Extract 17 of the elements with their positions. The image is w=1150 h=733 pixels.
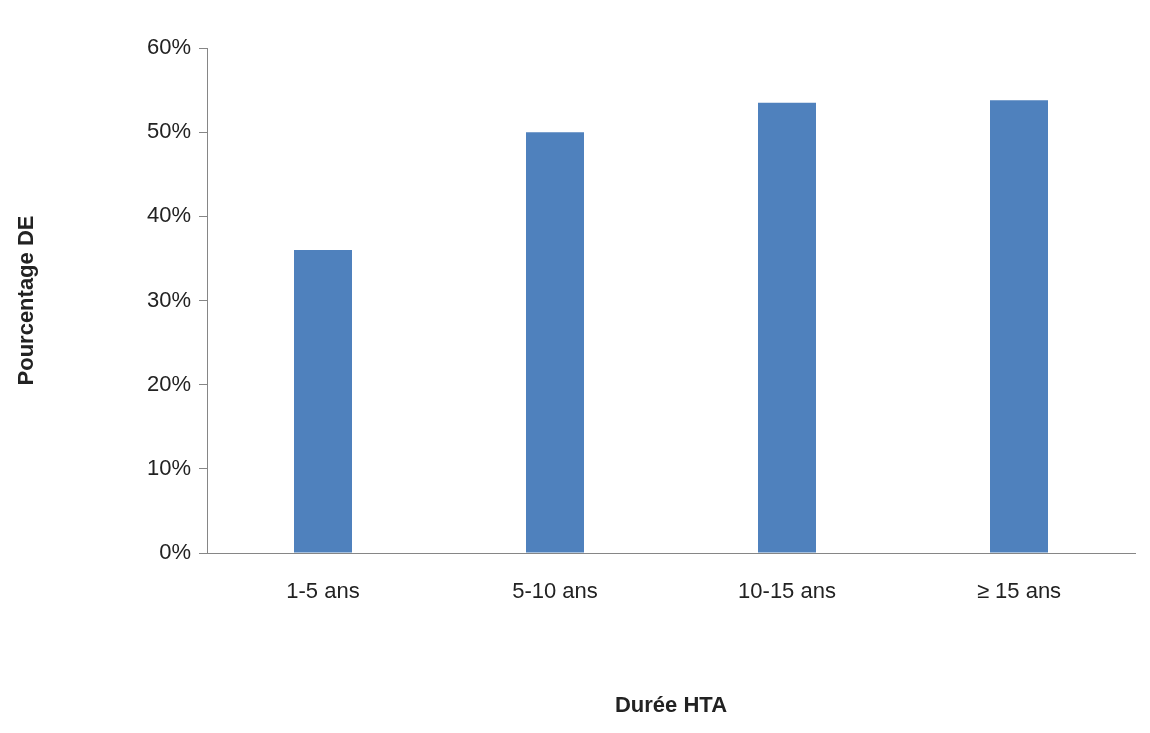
y-tick-label: 10% (146, 454, 191, 480)
x-axis-title: Durée HTA (614, 691, 728, 717)
bar (526, 132, 584, 553)
x-tick-label: 10-15 ans (738, 578, 836, 604)
bar (758, 102, 816, 553)
y-tick-label: 50% (146, 118, 191, 144)
x-tick-label: 1-5 ans (286, 578, 360, 604)
x-tick-label: ≥ 15 ans (976, 578, 1062, 604)
bar (294, 250, 352, 553)
bar (990, 100, 1048, 553)
y-tick-label: 20% (146, 370, 191, 396)
y-axis-title: Pourcentage DE (13, 215, 39, 386)
y-tick-label: 30% (146, 286, 191, 312)
x-tick-label: 5-10 ans (512, 578, 598, 604)
y-tick-label: 0% (159, 539, 191, 565)
y-tick-label: 60% (146, 34, 191, 60)
y-tick-label: 40% (146, 202, 191, 228)
